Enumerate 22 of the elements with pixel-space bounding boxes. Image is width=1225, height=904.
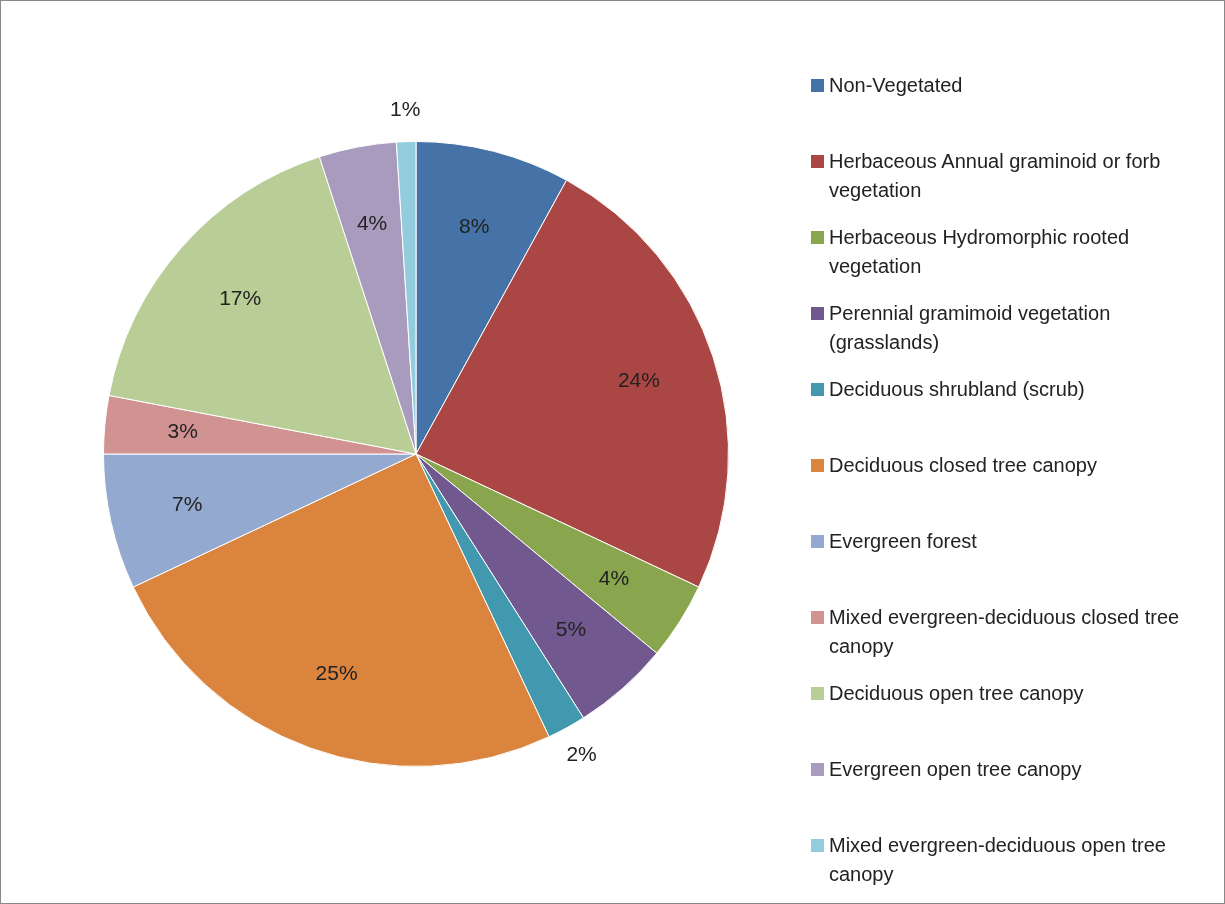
legend-label: Mixed evergreen-deciduous closed tree canopy — [829, 605, 1181, 659]
data-label: 5% — [555, 616, 587, 640]
data-label: 1% — [390, 97, 421, 121]
data-label: 3% — [167, 418, 198, 442]
legend-label: Perennial gramimoid vegetation (grasslands) — [829, 301, 1112, 355]
legend-label: Evergreen open tree canopy — [829, 757, 1082, 782]
legend-label: Deciduous shrubland (scrub) — [829, 377, 1085, 402]
legend-label: Evergreen forest — [829, 529, 977, 554]
data-label: 4% — [356, 210, 388, 234]
legend-label: Deciduous open tree canopy — [829, 681, 1084, 706]
data-label: 17% — [219, 285, 262, 309]
data-label: 8% — [459, 213, 490, 237]
data-label: 24% — [617, 368, 660, 392]
data-label: 4% — [598, 566, 630, 590]
legend-label: Deciduous closed tree canopy — [829, 453, 1097, 478]
legend-label: Mixed evergreen-deciduous open tree canopy — [829, 833, 1167, 887]
data-label: 2% — [566, 742, 597, 766]
legend-label: Non-Vegetated — [829, 73, 963, 98]
data-label: 25% — [315, 661, 358, 685]
data-label: 7% — [172, 491, 203, 515]
legend-label: Herbaceous Hydromorphic rooted vegetation — [829, 225, 1131, 279]
legend-label: Herbaceous Annual graminoid or forb vegetation — [829, 149, 1162, 203]
